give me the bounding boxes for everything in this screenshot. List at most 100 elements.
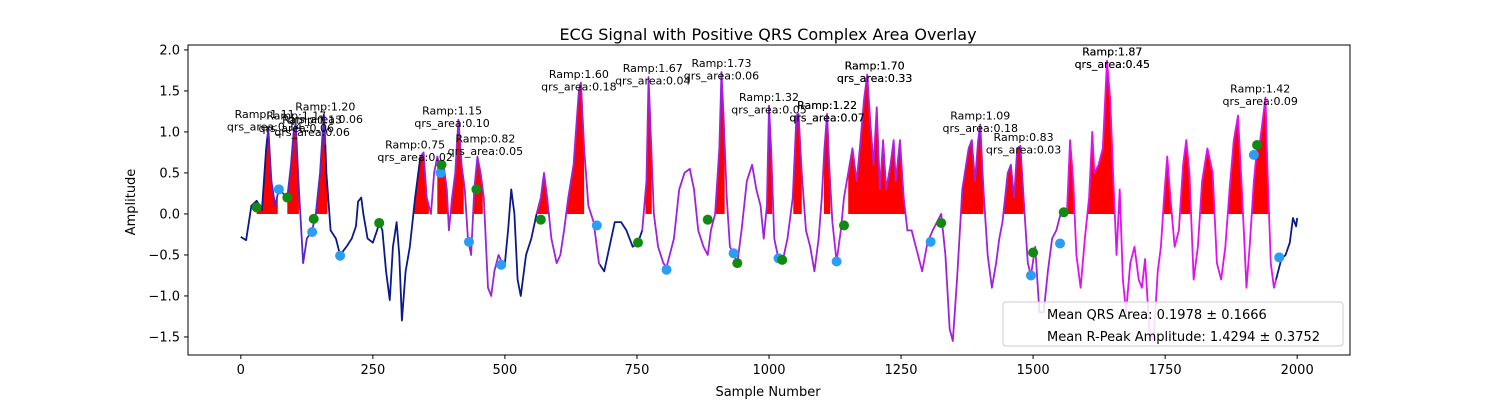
s-point-marker-5 [471,184,482,195]
annotation-text-12-0: Ramp:1.22 [797,99,857,112]
s-point-marker-14 [1058,207,1069,218]
chart-title: ECG Signal with Positive QRS Complex Are… [559,25,976,44]
annotations: Ramp:1.11qrs_area:0.14Ramp:1.17qrs_area:… [227,46,1298,164]
annotation-text-15-1: qrs_area:0.18 [943,122,1018,135]
y-tick-label-4: 0.5 [159,166,180,181]
annotation-text-8-0: Ramp:1.67 [623,62,683,75]
y-tick-label-3: 0.0 [159,207,180,222]
s-point-marker-0 [251,202,262,213]
legend: Mean QRS Area: 0.1978 ± 0.1666 Mean R-Pe… [1002,301,1344,347]
annotation-text-13-0: Ramp:1.70 [845,60,905,73]
annotation-text-17-1: qrs_area:0.45 [1075,58,1150,71]
x-tick-label-7: 1750 [1149,363,1182,378]
s-point-marker-1 [282,192,293,203]
annotation-text-9-0: Ramp:1.73 [691,57,751,70]
annotation-text-4-1: qrs_area:0.02 [377,151,452,164]
plot-area [240,59,1299,342]
annotation-text-18-1: qrs_area:0.45 [1075,58,1150,71]
y-tick-label-2: −0.5 [148,248,180,263]
q-point-marker-4 [463,236,474,247]
annotation-text-11-1: qrs_area:0.07 [789,111,864,124]
q-point-marker-14 [1248,149,1259,160]
s-point-marker-15 [1252,140,1263,151]
q-point-marker-13 [1055,238,1066,249]
q-point-marker-12 [1025,270,1036,281]
legend-entry-mean-r-peak-amplitude: Mean R-Peak Amplitude: 1.4294 ± 0.3752 [1047,330,1320,345]
annotation-text-6-1: qrs_area:0.05 [448,145,523,158]
s-point-marker-13 [1028,247,1039,258]
q-point-marker-1 [307,226,318,237]
s-point-marker-11 [839,220,850,231]
annotation-text-5-0: Ramp:1.15 [422,105,482,118]
x-tick-label-1: 250 [360,363,385,378]
annotation-text-18-0: Ramp:1.87 [1082,46,1142,59]
annotation-text-7-1: qrs_area:0.18 [541,80,616,93]
s-point-marker-10 [777,254,788,265]
q-point-marker-11 [925,236,936,247]
ecg-signal-segment-10 [1061,59,1277,342]
y-tick-label-7: 2.0 [159,43,180,58]
x-tick-label-2: 500 [492,363,517,378]
qrs-area-fill-16 [1083,60,1245,214]
y-tick-label-5: 1.0 [159,125,180,140]
s-point-marker-6 [535,214,546,225]
annotation-text-15-0: Ramp:1.09 [950,110,1010,123]
q-point-marker-3 [435,167,446,178]
annotation-text-12-1: qrs_area:0.07 [789,111,864,124]
annotation-text-10-0: Ramp:1.32 [739,91,799,104]
q-point-marker-2 [335,250,346,261]
x-tick-label-6: 1500 [1017,363,1050,378]
annotation-text-17-0: Ramp:1.87 [1082,46,1142,59]
x-tick-label-3: 750 [625,363,650,378]
x-tick-label-0: 0 [237,363,245,378]
y-tick-label-0: −1.5 [148,330,180,345]
x-tick-label-4: 1000 [752,363,785,378]
annotation-text-13-1: qrs_area:0.33 [837,72,912,85]
ecg-signal-segment-3 [419,118,506,297]
annotation-text-2-1: qrs_area:0.06 [274,126,349,139]
annotation-text-10-1: qrs_area:0.05 [731,103,806,116]
s-point-marker-4 [436,159,447,170]
qrs-area-fill-15 [1064,140,1076,214]
ecg-signal-segment-4 [504,188,538,297]
y-axis-label: Amplitude [124,169,139,236]
annotation-text-14-1: qrs_area:0.33 [837,72,912,85]
annotation-text-19-0: Ramp:1.42 [1230,83,1290,96]
annotation-text-14-0: Ramp:1.70 [845,60,905,73]
annotation-text-7-0: Ramp:1.60 [549,68,609,81]
annotation-text-6-0: Ramp:0.82 [455,133,515,146]
q-point-marker-7 [661,264,672,275]
q-point-marker-8 [728,248,739,259]
q-point-marker-6 [591,220,602,231]
ecg-signal-segment-8 [831,73,929,273]
annotation-text-2-0: Ramp:1.13 [282,114,342,127]
q-point-marker-15 [1274,252,1285,263]
annotation-text-19-1: qrs_area:0.09 [1222,95,1297,108]
annotation-text-3-1: qrs_area:0.06 [288,113,363,126]
ecg-signal-segment-11 [1275,217,1299,280]
s-point-marker-7 [633,237,644,248]
annotation-text-3-0: Ramp:1.20 [295,101,355,114]
q-point-marker-0 [273,184,284,195]
annotation-text-11-0: Ramp:1.22 [797,99,857,112]
q-point-marker-10 [831,256,842,267]
y-tick-label-6: 1.5 [159,84,180,99]
